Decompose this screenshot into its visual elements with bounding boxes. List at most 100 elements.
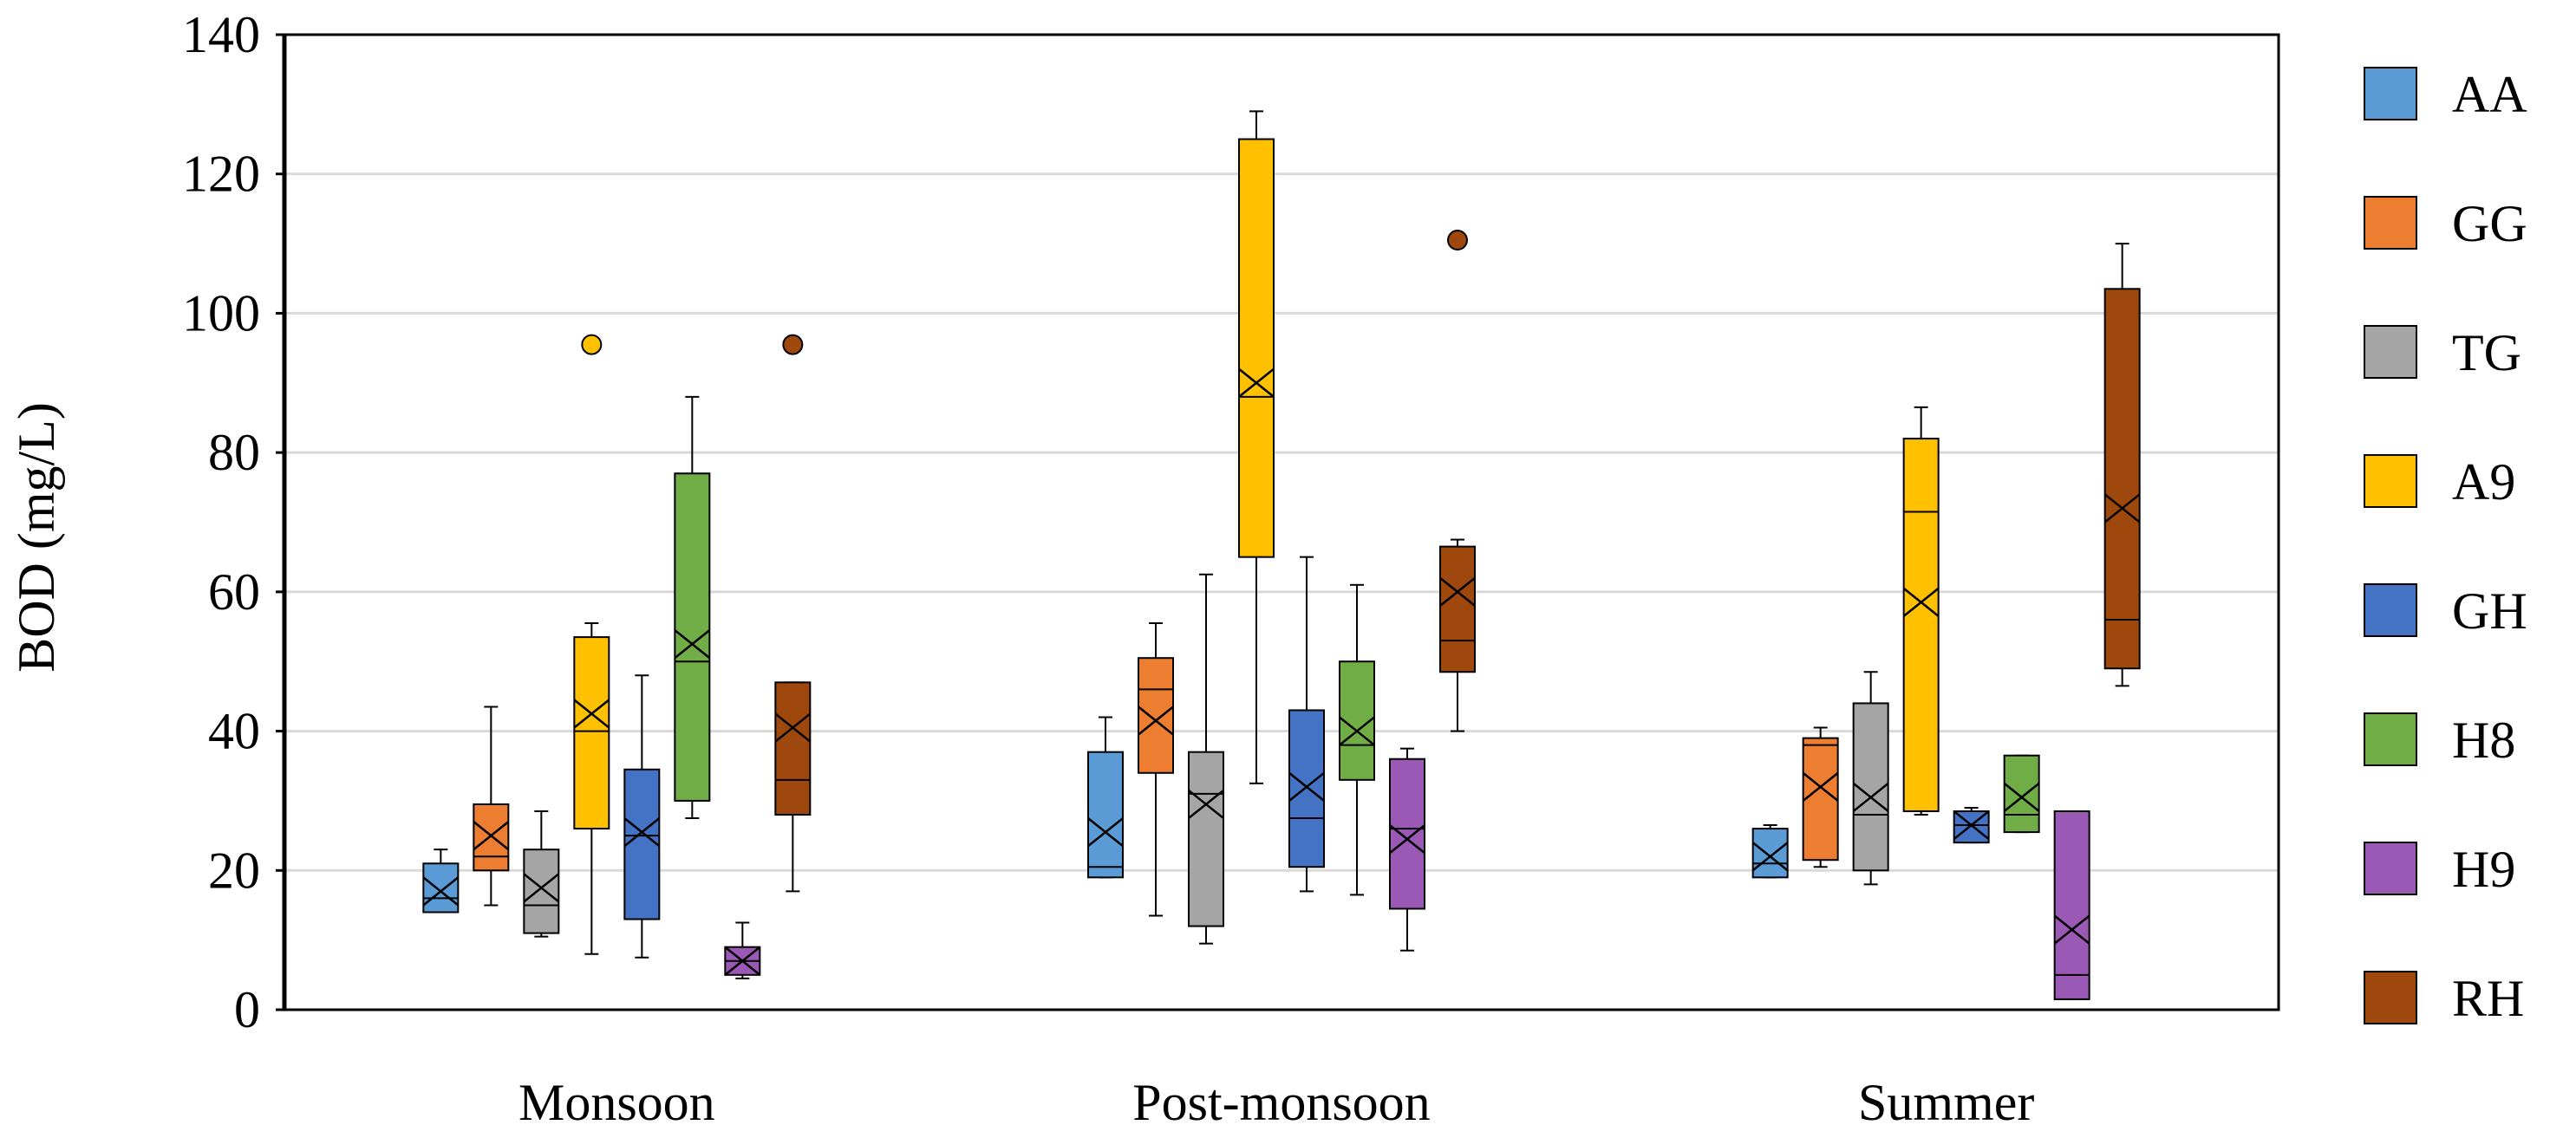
box-iqr (1389, 758, 1425, 910)
mean-marker (724, 946, 761, 976)
legend-swatch-H8 (2364, 712, 2417, 766)
box-TG-Summer (1852, 671, 1889, 886)
outlier-point (782, 334, 804, 355)
box-iqr (1188, 751, 1224, 927)
box-GG-Post-monsoon (1138, 622, 1174, 917)
box-iqr (2003, 754, 2040, 834)
mean-marker (774, 712, 812, 743)
box-plots (422, 110, 2141, 1000)
legend-swatch-AA (2364, 67, 2417, 120)
legend-label-A9: A9 (2452, 453, 2515, 510)
box-iqr (422, 862, 460, 914)
box-iqr (1802, 737, 1839, 862)
legend-label-AA: AA (2452, 66, 2527, 123)
legend-label-GG: GG (2452, 195, 2527, 252)
y-tick-label: 20 (208, 842, 260, 899)
box-iqr (774, 681, 812, 816)
box-iqr (1238, 138, 1275, 558)
x-tick-label: Summer (1858, 1074, 2034, 1131)
mean-marker (2053, 914, 2090, 945)
y-axis-title: BOD (mg/L) (8, 402, 65, 673)
box-iqr (1751, 828, 1789, 879)
box-iqr (1087, 751, 1124, 879)
box-iqr (674, 472, 711, 802)
box-RH-Monsoon (774, 334, 812, 893)
box-H9-Summer (2053, 810, 2090, 1000)
box-iqr (623, 768, 661, 920)
y-tick-label: 140 (182, 6, 260, 63)
y-tick-label: 60 (208, 563, 260, 621)
box-AA-Post-monsoon (1087, 716, 1124, 879)
box-AA-Summer (1751, 824, 1789, 879)
mean-marker (1439, 576, 1476, 607)
box-RH-Summer (2103, 243, 2141, 687)
box-iqr (573, 636, 610, 830)
mean-marker (422, 876, 460, 907)
legend-swatch-TG (2364, 325, 2417, 379)
box-H9-Monsoon (724, 921, 761, 979)
box-iqr (2103, 288, 2141, 670)
box-H9-Post-monsoon (1389, 747, 1425, 952)
mean-marker (1852, 782, 1889, 812)
legend-label-H9: H9 (2452, 841, 2515, 898)
legend-swatch-GH (2364, 583, 2417, 637)
mean-marker (1138, 706, 1174, 736)
mean-marker (1339, 716, 1375, 746)
legend: AA GG TG A9 GH H8 H9 RH (2364, 66, 2527, 1027)
box-A9-Summer (1902, 406, 1940, 816)
y-tick-label: 0 (234, 981, 260, 1038)
box-TG-Post-monsoon (1188, 573, 1224, 945)
mean-marker (1288, 771, 1325, 802)
mean-marker (1389, 824, 1425, 855)
y-tick-label: 120 (182, 146, 260, 203)
mean-marker (2003, 782, 2040, 812)
mean-marker (1953, 810, 1990, 841)
box-GG-Summer (1802, 726, 1839, 868)
y-tick-label: 80 (208, 424, 260, 481)
outlier-point (581, 334, 603, 355)
box-A9-Monsoon (573, 334, 610, 955)
x-axis-ticks: Monsoon Post-monsoon Summer (518, 1074, 2034, 1131)
box-H8-Summer (2003, 754, 2040, 834)
gridlines (284, 172, 2279, 872)
box-iqr (1902, 438, 1940, 812)
box-H8-Monsoon (674, 395, 711, 820)
box-GH-Summer (1953, 806, 1990, 844)
box-iqr (473, 803, 510, 872)
box-iqr (1288, 709, 1325, 868)
plot-area-frame (283, 33, 2280, 1011)
mean-marker (1902, 587, 1940, 617)
mean-marker (1188, 789, 1224, 819)
x-tick-label: Monsoon (518, 1074, 715, 1131)
x-tick-label: Post-monsoon (1132, 1074, 1430, 1131)
mean-marker (1802, 771, 1839, 802)
y-tick-label: 40 (208, 703, 260, 760)
mean-marker (1238, 367, 1275, 398)
y-tick-label: 100 (182, 284, 260, 341)
legend-label-GH: GH (2452, 582, 2527, 640)
y-axis-ticks: 0 20 40 60 80 100 120 140 (182, 6, 284, 1038)
legend-swatch-GG (2364, 196, 2417, 250)
mean-marker (1751, 842, 1789, 872)
box-GG-Monsoon (473, 706, 510, 907)
legend-swatch-H9 (2364, 842, 2417, 895)
mean-marker (523, 873, 560, 903)
mean-marker (1087, 817, 1124, 848)
box-AA-Monsoon (422, 849, 460, 914)
mean-marker (473, 821, 510, 851)
box-TG-Monsoon (523, 810, 560, 938)
mean-marker (623, 817, 661, 848)
box-iqr (2053, 810, 2090, 1000)
legend-label-RH: RH (2452, 970, 2524, 1027)
legend-swatch-A9 (2364, 454, 2417, 508)
legend-swatch-RH (2364, 971, 2417, 1024)
box-GH-Post-monsoon (1288, 556, 1325, 893)
box-GH-Monsoon (623, 674, 661, 959)
box-RH-Post-monsoon (1439, 230, 1476, 732)
mean-marker (674, 629, 711, 660)
legend-label-TG: TG (2452, 324, 2521, 381)
box-iqr (1439, 545, 1476, 673)
legend-label-H8: H8 (2452, 712, 2515, 769)
mean-marker (2103, 493, 2141, 523)
